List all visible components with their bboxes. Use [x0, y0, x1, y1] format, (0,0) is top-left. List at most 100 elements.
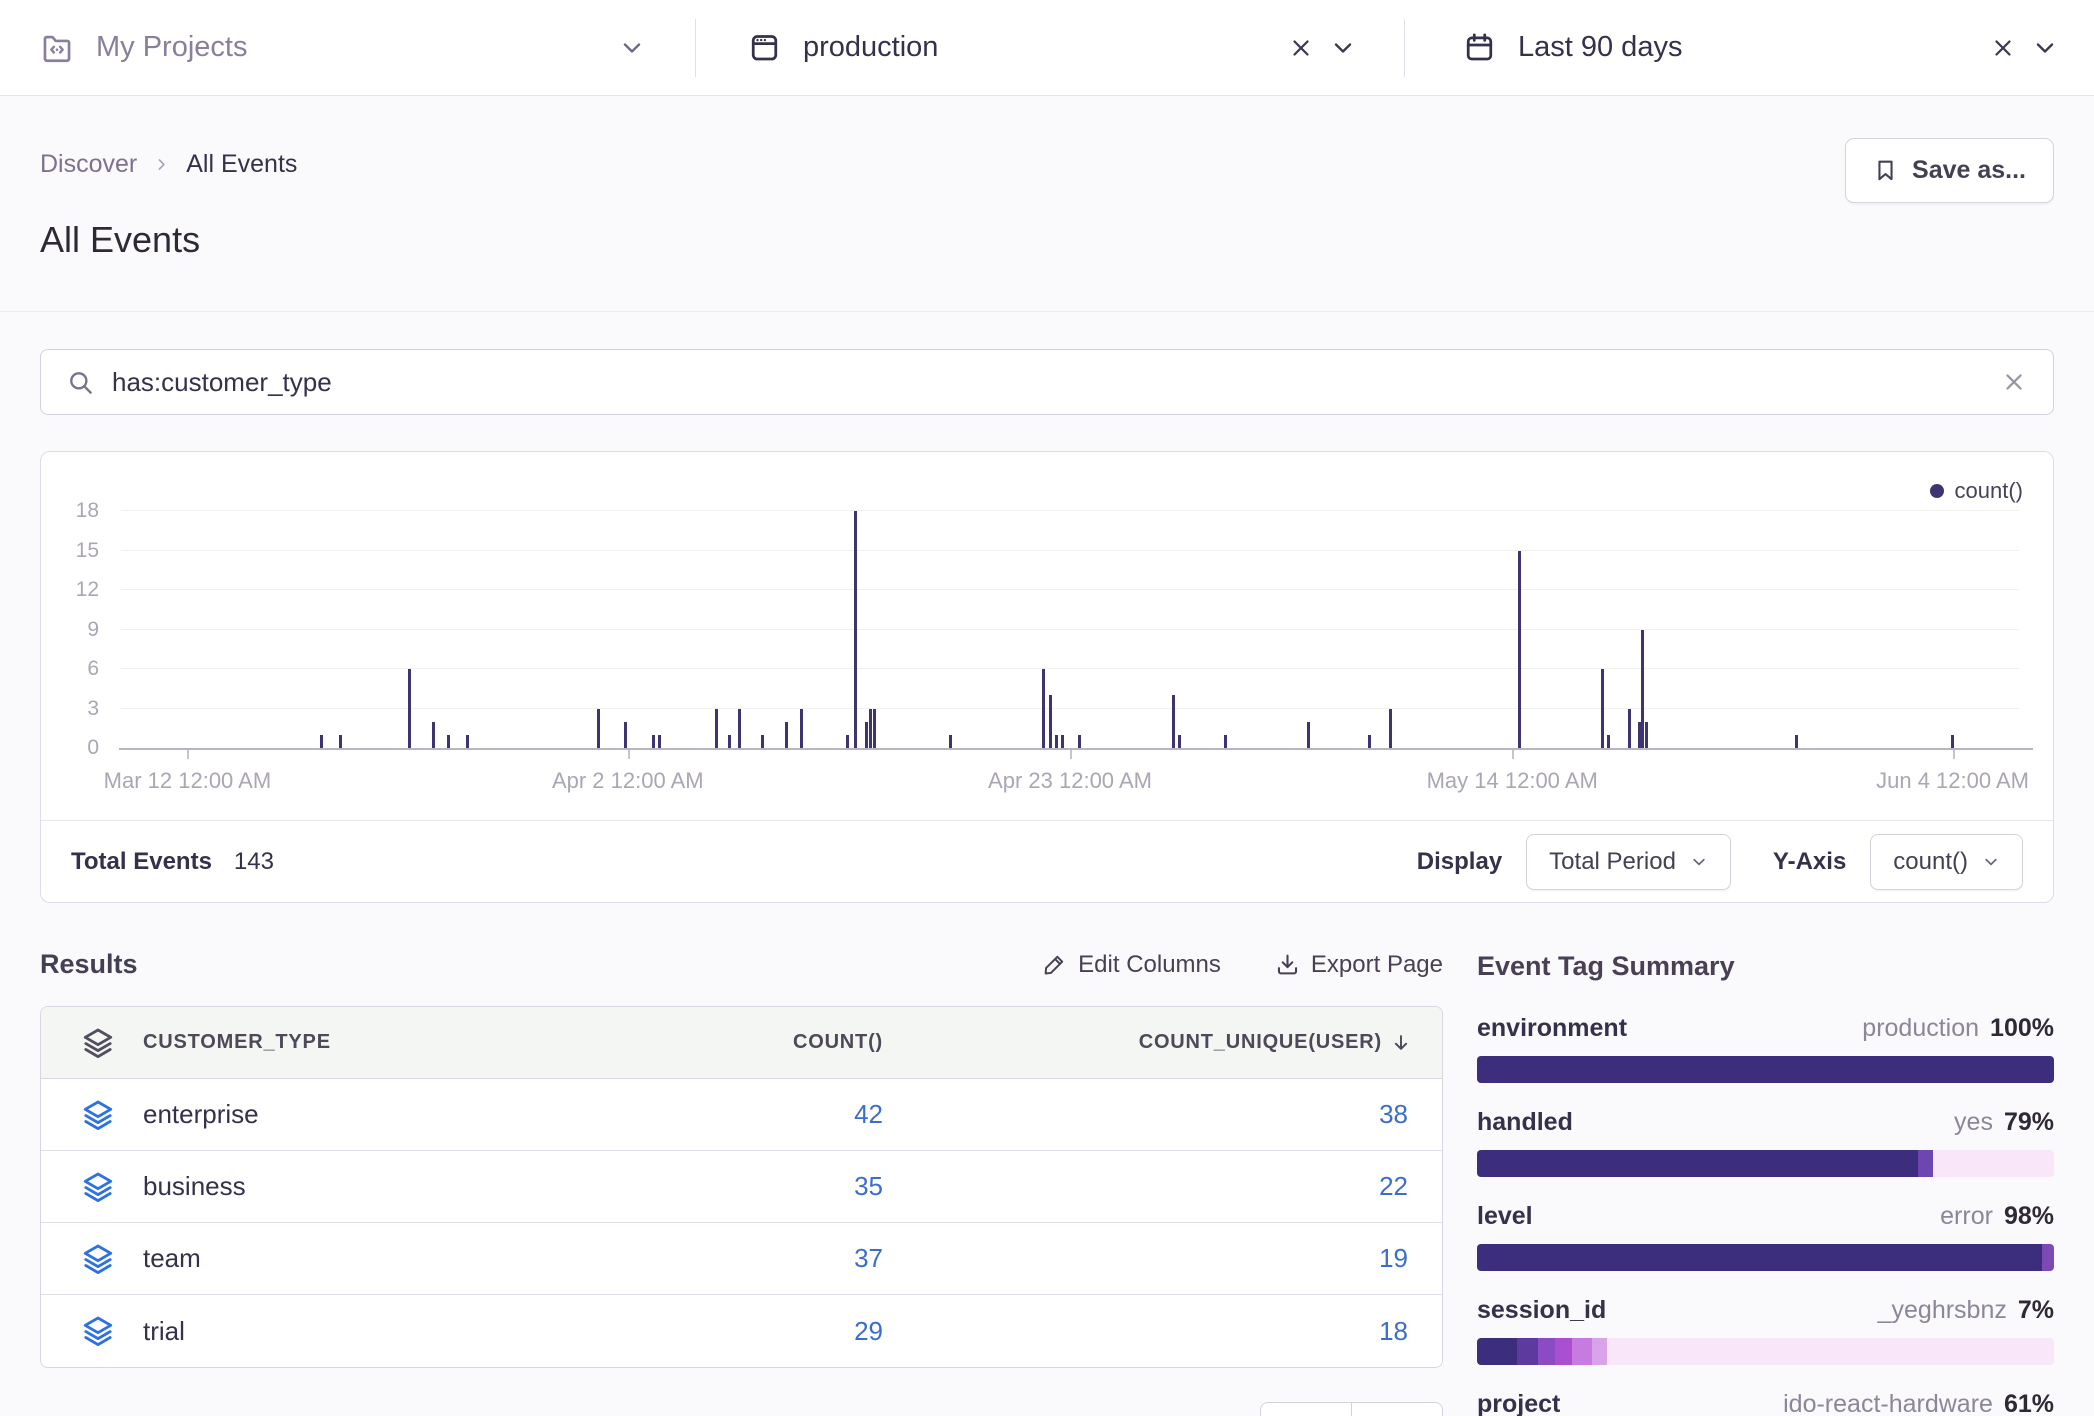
cell-count-link[interactable]: 29 — [854, 1316, 883, 1347]
tag-bar-segment[interactable] — [1572, 1338, 1592, 1365]
tag-name: environment — [1477, 1014, 1627, 1043]
tag-bar-segment[interactable] — [1918, 1150, 1932, 1177]
chart-bar — [339, 735, 342, 748]
pagination — [40, 1402, 1443, 1416]
y-axis-tick-label: 12 — [76, 578, 99, 602]
edit-columns-button[interactable]: Edit Columns — [1042, 951, 1221, 979]
cell-count-unique-link[interactable]: 22 — [1379, 1171, 1442, 1202]
x-axis-tick-label: Apr 23 12:00 AM — [988, 768, 1152, 794]
column-header-customer-type[interactable]: CUSTOMER_TYPE — [143, 1031, 543, 1054]
breadcrumb-all-events: All Events — [186, 150, 297, 179]
table-row: team3719 — [41, 1223, 1442, 1295]
stack-icon[interactable] — [41, 1098, 143, 1132]
x-axis-tick — [628, 750, 630, 759]
chart-bar — [873, 709, 876, 748]
tag-top-percent: 61% — [2004, 1390, 2054, 1416]
global-filter-bar: My Projects production Last 90 days — [0, 0, 2094, 96]
display-dropdown[interactable]: Total Period — [1526, 834, 1731, 890]
tag-bar-segment[interactable] — [1517, 1338, 1537, 1365]
chart-bar — [658, 735, 661, 748]
x-axis-tick-label: May 14 12:00 AM — [1427, 768, 1598, 794]
environment-selector-label: production — [803, 31, 938, 64]
cell-count-unique-link[interactable]: 38 — [1379, 1099, 1442, 1130]
tag-top-value: yes — [1954, 1108, 1993, 1137]
project-selector[interactable]: My Projects — [0, 0, 695, 95]
breadcrumb-discover[interactable]: Discover — [40, 150, 137, 179]
tag-bar-segment[interactable] — [1477, 1056, 2054, 1083]
export-page-label: Export Page — [1311, 951, 1443, 979]
tag-summary-item-header: levelerror98% — [1477, 1202, 2054, 1231]
pagination-next-button[interactable] — [1351, 1402, 1443, 1416]
tag-bar-segment[interactable] — [1538, 1338, 1555, 1365]
chevron-down-icon[interactable] — [619, 35, 645, 61]
results-table: CUSTOMER_TYPE COUNT() COUNT_UNIQUE(USER)… — [40, 1006, 1443, 1368]
date-range-selector[interactable]: Last 90 days — [1405, 0, 2094, 95]
chart-bar — [1055, 735, 1058, 748]
tag-top-percent: 79% — [2004, 1108, 2054, 1137]
column-header-count[interactable]: COUNT() — [793, 1031, 883, 1054]
chevron-down-icon[interactable] — [1330, 35, 1356, 61]
chart-bar — [432, 722, 435, 748]
column-header-count-unique-user[interactable]: COUNT_UNIQUE(USER) — [1139, 1031, 1442, 1054]
cell-customer-type: enterprise — [143, 1099, 543, 1130]
tag-top-value-group: error98% — [1940, 1202, 2054, 1231]
x-axis-labels: Mar 12 12:00 AMApr 2 12:00 AMApr 23 12:0… — [121, 768, 2019, 798]
events-chart-card: count() 0369121518 Mar 12 12:00 AMApr 2 … — [40, 451, 2054, 903]
stack-icon[interactable] — [41, 1242, 143, 1276]
tag-bar-segment[interactable] — [2042, 1244, 2054, 1271]
search-bar[interactable]: has:customer_type — [40, 349, 2054, 415]
stack-icon[interactable] — [41, 1170, 143, 1204]
projects-icon — [40, 31, 74, 65]
pagination-previous-button[interactable] — [1260, 1402, 1352, 1416]
save-as-button[interactable]: Save as... — [1845, 138, 2054, 203]
x-axis-tick-label: Mar 12 12:00 AM — [104, 768, 272, 794]
tag-bar-segment[interactable] — [1555, 1338, 1572, 1365]
date-range-label: Last 90 days — [1518, 31, 1682, 64]
chart-bar — [1178, 735, 1181, 748]
y-axis-labels: 0369121518 — [41, 511, 109, 748]
tag-top-value-group: ido-react-hardware61% — [1783, 1390, 2054, 1416]
close-icon[interactable] — [1288, 35, 1314, 61]
tag-summary-item-header: session_id_yeghrsbnz7% — [1477, 1296, 2054, 1325]
sort-desc-icon — [1390, 1032, 1412, 1054]
stack-icon — [41, 1026, 143, 1060]
event-tag-summary: Event Tag Summary environmentproduction1… — [1477, 949, 2054, 1416]
tag-bar-segment[interactable] — [1477, 1244, 2042, 1271]
chart-bar — [800, 709, 803, 748]
chart-bar — [1307, 722, 1310, 748]
close-icon[interactable] — [2001, 369, 2027, 395]
chevron-down-icon[interactable] — [2032, 35, 2058, 61]
close-icon[interactable] — [1990, 35, 2016, 61]
cell-customer-type: trial — [143, 1316, 543, 1347]
tag-top-percent: 7% — [2018, 1296, 2054, 1325]
chart-bar — [1628, 709, 1631, 748]
tag-bar-segment[interactable] — [1477, 1338, 1517, 1365]
cell-count-link[interactable]: 37 — [854, 1243, 883, 1274]
tag-bar-segment[interactable] — [1933, 1150, 2054, 1177]
tag-bar-segment[interactable] — [1607, 1338, 2054, 1365]
tag-distribution-bar — [1477, 1244, 2054, 1271]
tag-summary-item: session_id_yeghrsbnz7% — [1477, 1296, 2054, 1365]
tag-bar-segment[interactable] — [1592, 1338, 1606, 1365]
y-axis-tick-label: 15 — [76, 539, 99, 563]
search-input[interactable]: has:customer_type — [112, 367, 1983, 398]
stack-icon[interactable] — [41, 1314, 143, 1348]
cell-count-unique-link[interactable]: 18 — [1379, 1316, 1442, 1347]
chart-legend: count() — [1930, 478, 2023, 504]
export-page-button[interactable]: Export Page — [1275, 951, 1443, 979]
yaxis-dropdown[interactable]: count() — [1870, 834, 2023, 890]
chart-bar — [597, 709, 600, 748]
cell-count-link[interactable]: 42 — [854, 1099, 883, 1130]
chart-bar — [1389, 709, 1392, 748]
total-events-label: Total Events — [71, 848, 212, 876]
chart-bar — [1224, 735, 1227, 748]
breadcrumb: Discover All Events — [40, 150, 2054, 179]
chart-bar — [949, 735, 952, 748]
tag-top-value-group: production100% — [1862, 1014, 2054, 1043]
cell-count-unique-link[interactable]: 19 — [1379, 1243, 1442, 1274]
chart-bar — [1049, 695, 1052, 748]
tag-bar-segment[interactable] — [1477, 1150, 1918, 1177]
chart-footer: Total Events 143 Display Total Period Y-… — [41, 820, 2053, 902]
cell-count-link[interactable]: 35 — [854, 1171, 883, 1202]
environment-selector[interactable]: production — [696, 0, 1404, 95]
